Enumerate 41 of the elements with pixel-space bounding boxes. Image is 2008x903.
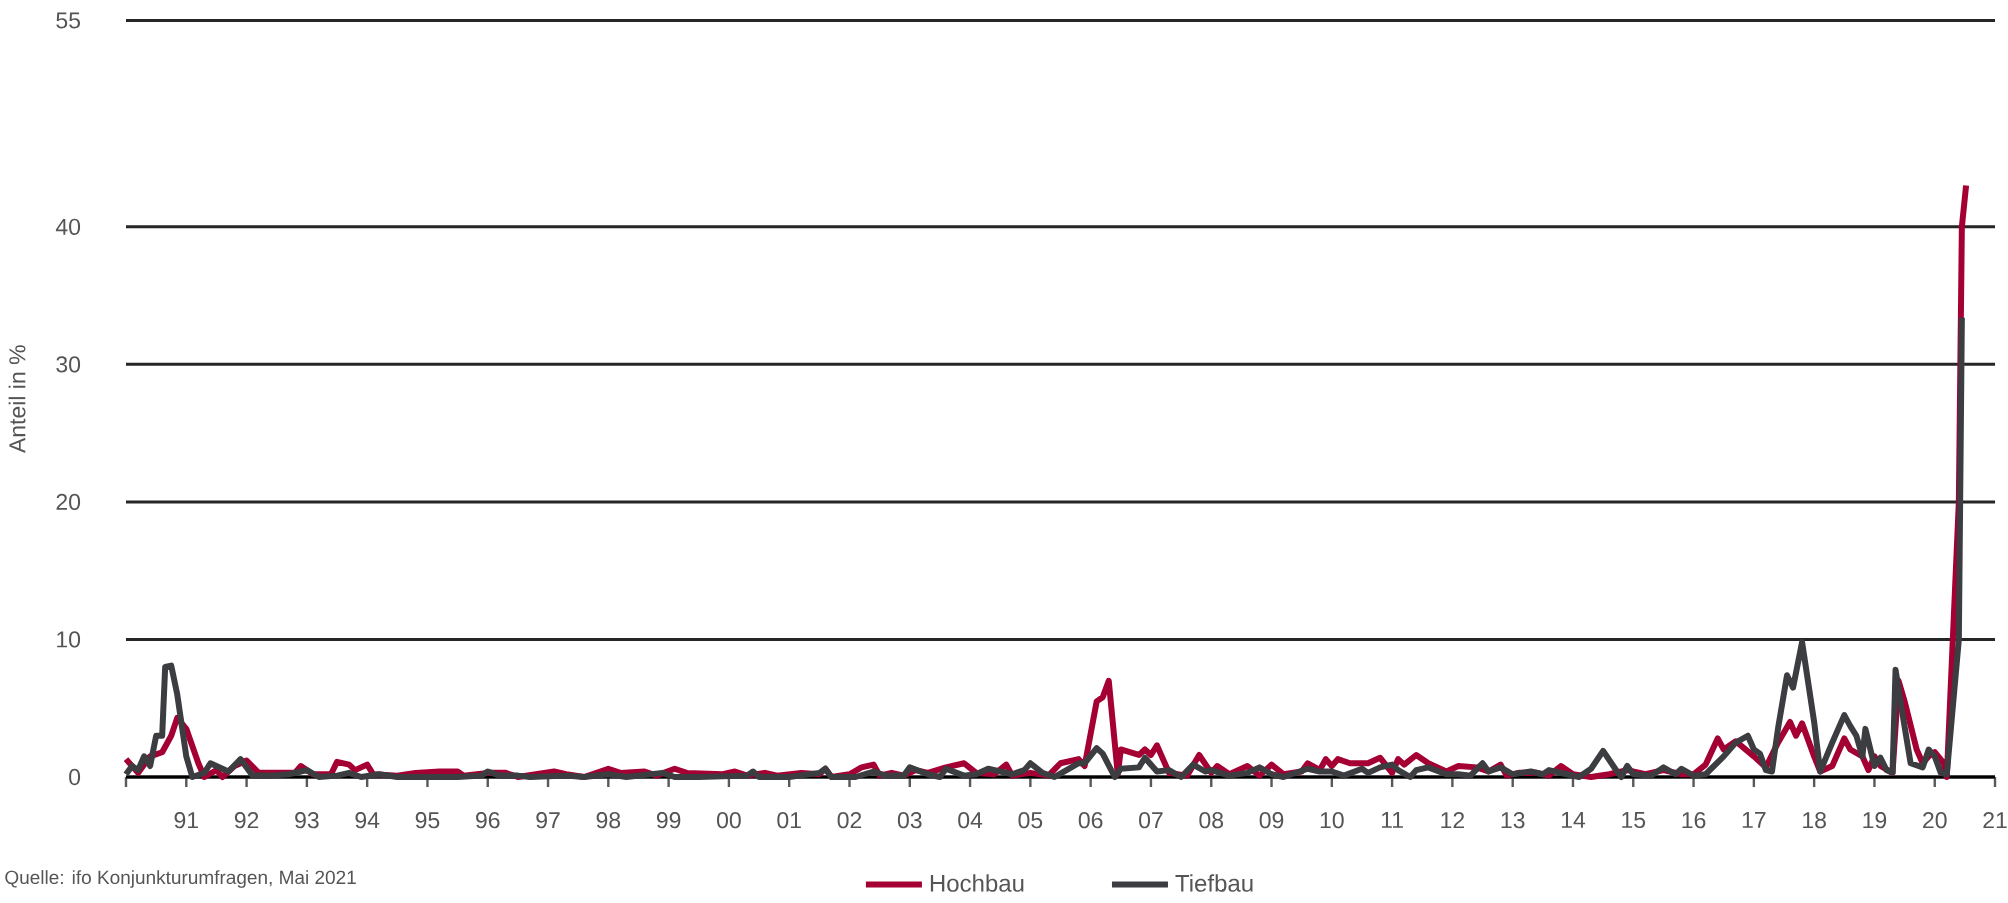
x-tick-label: 14 bbox=[1561, 812, 1586, 828]
x-tick-label: 04 bbox=[958, 812, 983, 829]
x-tick-label: 93 bbox=[295, 812, 319, 829]
x-tick-label: 07 bbox=[1139, 812, 1163, 829]
y-tick-label: 10 bbox=[57, 631, 81, 648]
x-tick-label: 08 bbox=[1199, 812, 1224, 829]
x-tick-label: 96 bbox=[476, 812, 500, 829]
x-tick-label: 02 bbox=[837, 812, 862, 829]
x-tick-label: 10 bbox=[1320, 812, 1344, 829]
x-tick-label: 01 bbox=[777, 812, 801, 829]
x-tick-label: 91 bbox=[174, 812, 198, 829]
x-tick-label: 11 bbox=[1381, 812, 1403, 828]
source-note: Quelle: ifo Konjunkturumfragen, Mai 2021 bbox=[5, 870, 356, 888]
x-tick-label: 13 bbox=[1501, 812, 1525, 829]
x-tick-label: 19 bbox=[1863, 812, 1887, 829]
x-tick-label: 00 bbox=[717, 812, 741, 829]
x-tick-label: 95 bbox=[415, 812, 440, 829]
x-tick-label: 97 bbox=[536, 812, 560, 829]
y-tick-label: 30 bbox=[56, 356, 81, 373]
x-tick-label: 06 bbox=[1078, 812, 1103, 829]
legend-label: Tiefbau bbox=[1175, 874, 1253, 892]
x-tick-label: 12 bbox=[1441, 812, 1465, 829]
x-tick-label: 16 bbox=[1682, 812, 1706, 829]
x-tick-label: 92 bbox=[234, 812, 259, 829]
x-tick-label: 94 bbox=[355, 812, 380, 829]
x-tick-label: 17 bbox=[1742, 812, 1766, 828]
y-tick-label: 0 bbox=[69, 768, 81, 786]
y-tick-label: 20 bbox=[56, 493, 81, 511]
x-tick-label: 99 bbox=[656, 812, 681, 829]
x-tick-label: 05 bbox=[1018, 812, 1043, 829]
x-tick-label: 20 bbox=[1923, 812, 1947, 829]
y-axis-title: Anteil in % bbox=[8, 345, 26, 454]
x-tick-label: 18 bbox=[1803, 812, 1826, 829]
x-tick-label: 09 bbox=[1259, 812, 1284, 829]
y-tick-label: 55 bbox=[56, 12, 80, 29]
x-tick-label: 21 bbox=[1983, 812, 2007, 829]
x-tick-label: 03 bbox=[897, 812, 922, 829]
y-tick-label: 40 bbox=[55, 218, 81, 235]
x-tick-label: 15 bbox=[1622, 812, 1646, 829]
x-tick-label: 98 bbox=[596, 812, 621, 829]
legend-label: Hochbau bbox=[930, 874, 1024, 892]
